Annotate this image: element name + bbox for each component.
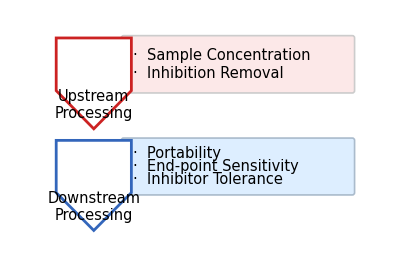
FancyBboxPatch shape — [121, 138, 354, 195]
Text: ·  End-point Sensitivity: · End-point Sensitivity — [133, 159, 299, 174]
Text: Downstream
Processing: Downstream Processing — [47, 191, 140, 223]
Text: ·  Portability: · Portability — [133, 146, 221, 161]
Polygon shape — [56, 140, 131, 231]
FancyBboxPatch shape — [121, 36, 354, 93]
Text: ·  Sample Concentration: · Sample Concentration — [133, 48, 310, 63]
Text: ·  Inhibition Removal: · Inhibition Removal — [133, 66, 284, 81]
Text: ·  Inhibitor Tolerance: · Inhibitor Tolerance — [133, 172, 283, 187]
Polygon shape — [56, 38, 131, 129]
Text: Upstream
Processing: Upstream Processing — [54, 89, 133, 121]
